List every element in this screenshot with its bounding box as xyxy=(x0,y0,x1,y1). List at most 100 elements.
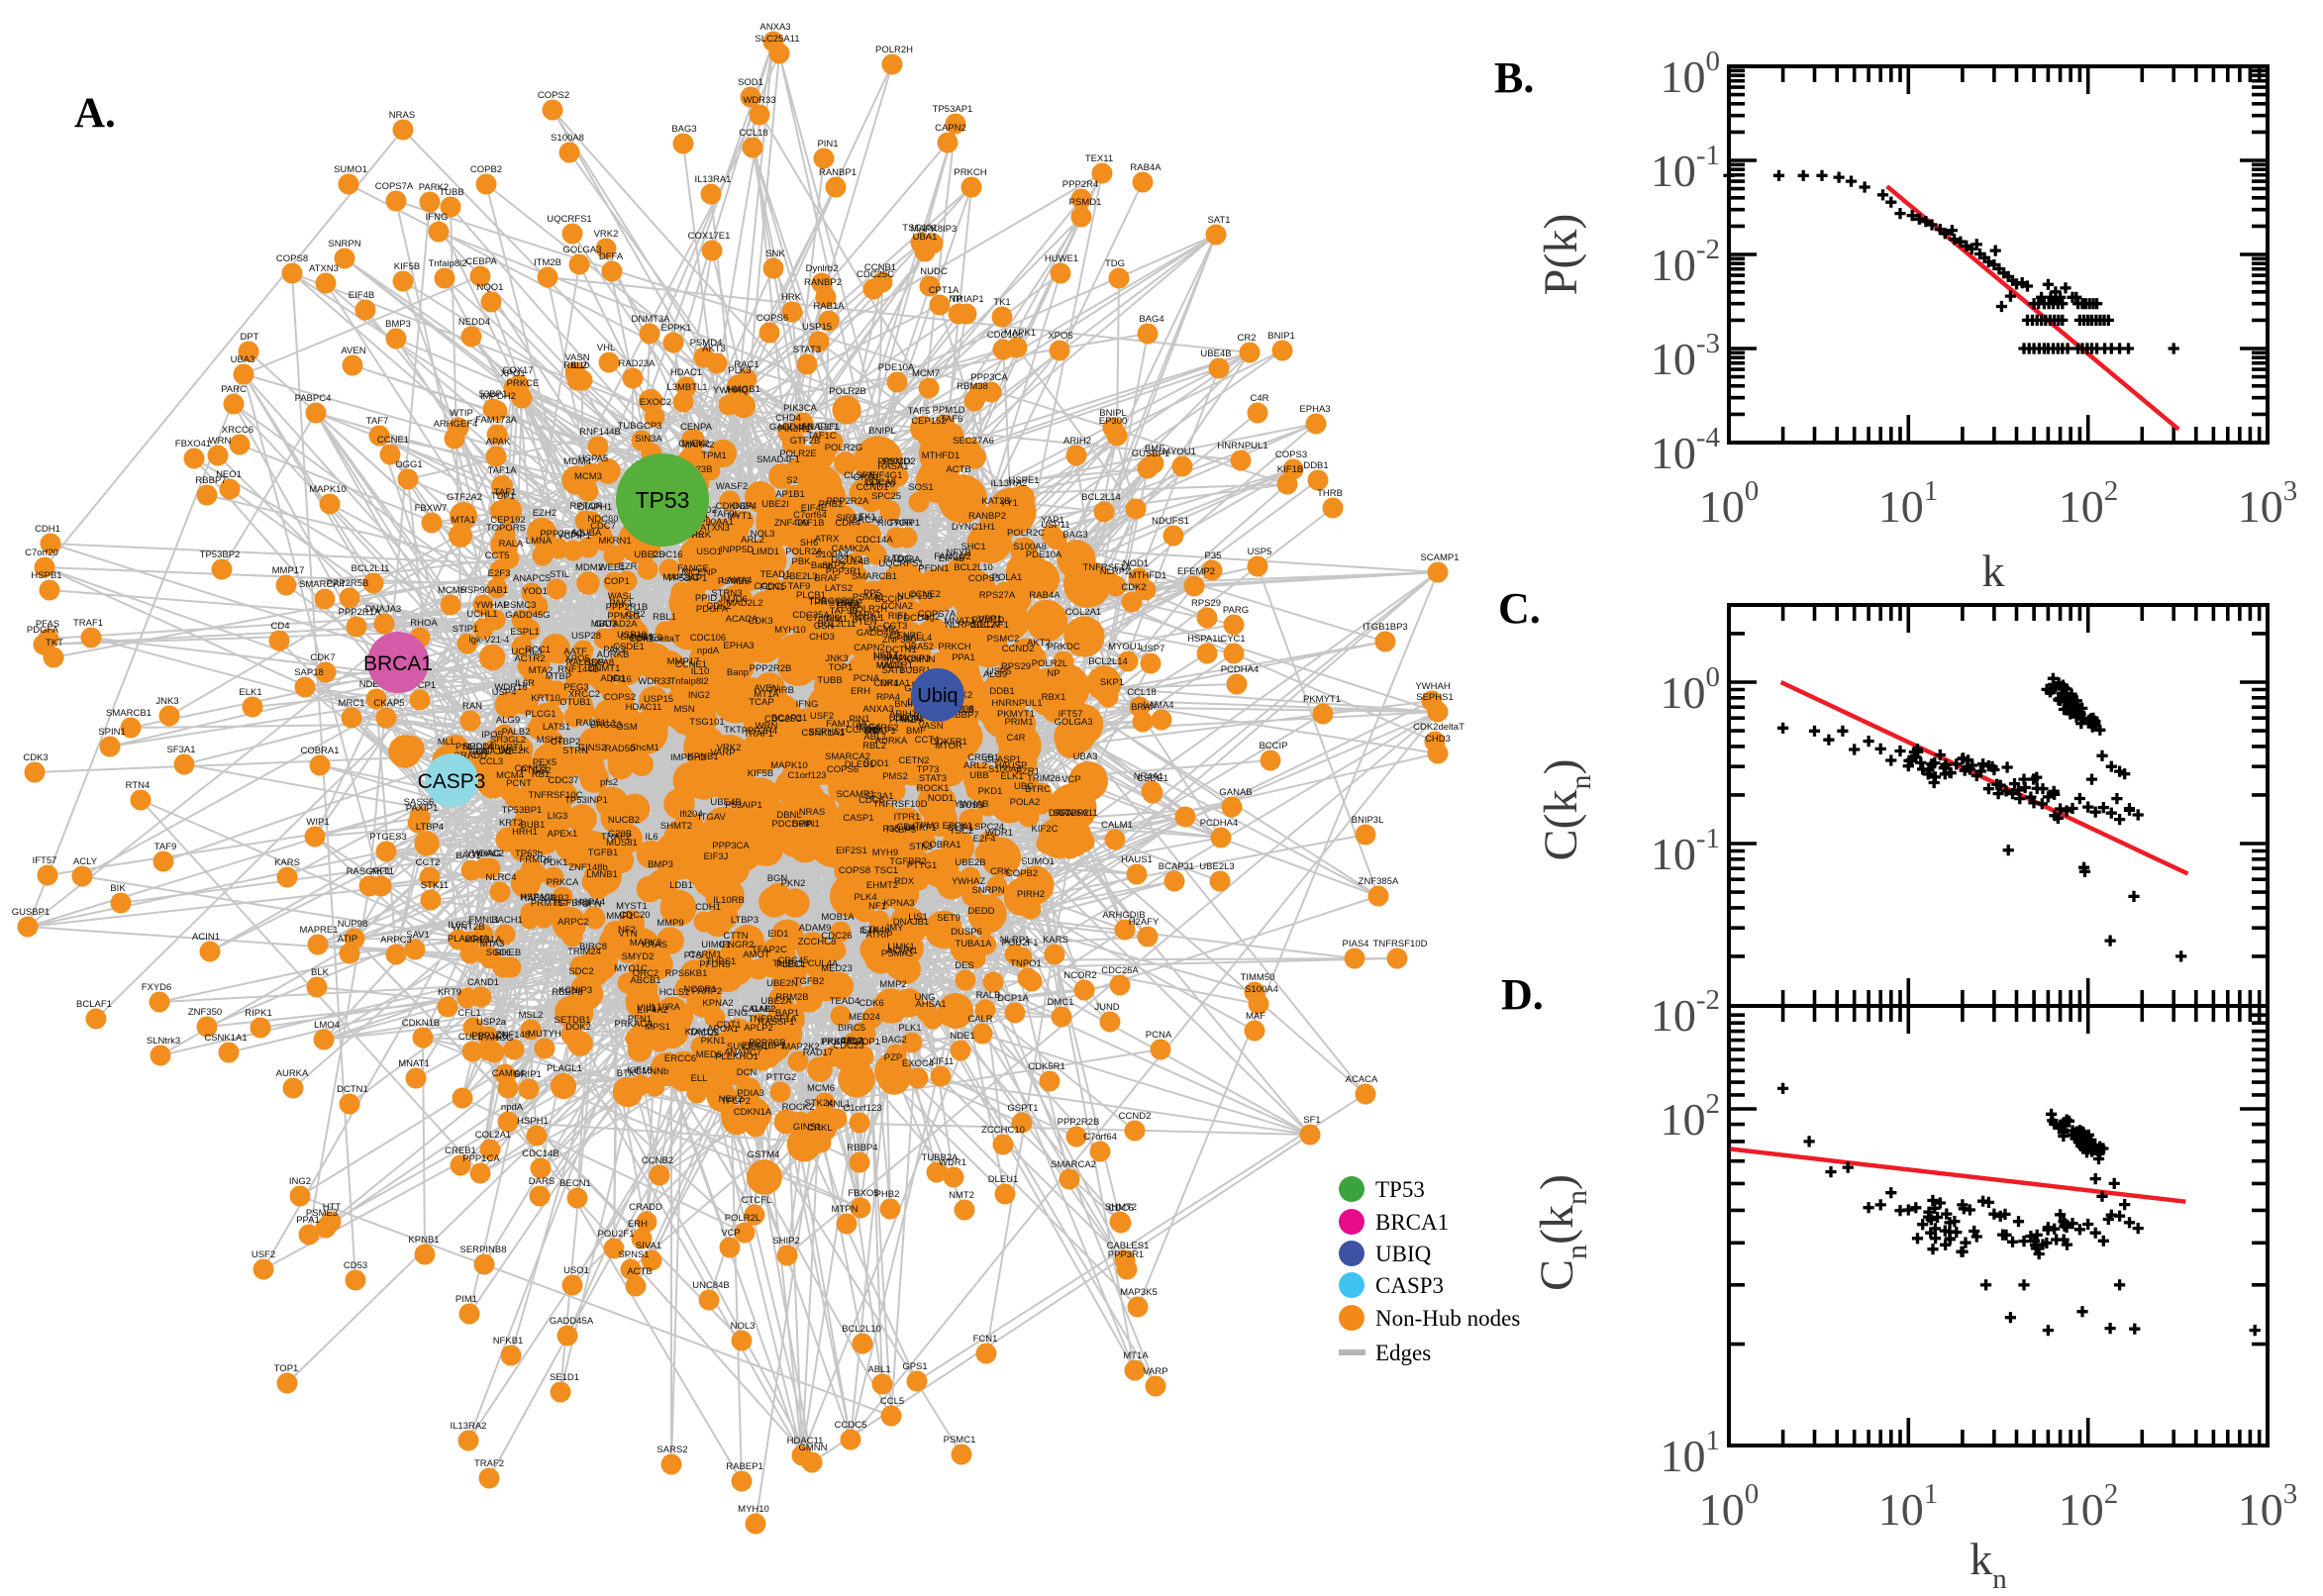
svg-text:COPS6: COPS6 xyxy=(827,764,858,775)
svg-text:WRN: WRN xyxy=(756,721,778,732)
svg-text:COBRA1: COBRA1 xyxy=(922,840,960,850)
svg-text:TRAF2: TRAF2 xyxy=(474,1458,504,1469)
svg-text:CEP192: CEP192 xyxy=(490,515,525,526)
svg-text:TUBG1: TUBG1 xyxy=(772,958,804,969)
svg-text:BTK: BTK xyxy=(617,1068,636,1079)
svg-text:CHD4: CHD4 xyxy=(775,413,801,424)
svg-text:TGFBR2: TGFBR2 xyxy=(889,856,926,867)
svg-text:TP53: TP53 xyxy=(636,487,690,513)
svg-text:HSPE1: HSPE1 xyxy=(1008,475,1039,486)
svg-text:CDC23: CDC23 xyxy=(833,1041,863,1051)
svg-text:RAD51L1: RAD51L1 xyxy=(575,718,616,729)
svg-text:PRKACA: PRKACA xyxy=(614,1019,654,1030)
svg-text:MED24: MED24 xyxy=(849,1012,880,1023)
svg-text:NOD1: NOD1 xyxy=(1123,558,1149,569)
svg-text:FKBP5: FKBP5 xyxy=(886,825,916,836)
svg-text:CCNA2: CCNA2 xyxy=(881,601,913,612)
svg-text:XPO1: XPO1 xyxy=(500,368,525,379)
svg-text:TAF5: TAF5 xyxy=(908,406,931,417)
svg-text:MMP1: MMP1 xyxy=(606,911,633,922)
svg-text:XPO5: XPO5 xyxy=(564,653,589,664)
svg-text:TPM3: TPM3 xyxy=(914,821,939,832)
svg-text:BAG4: BAG4 xyxy=(856,722,880,733)
svg-text:HRK: HRK xyxy=(691,530,712,541)
svg-text:RPS27A: RPS27A xyxy=(979,590,1016,601)
svg-text:BUB1: BUB1 xyxy=(521,820,546,831)
svg-text:TGFBR3: TGFBR3 xyxy=(553,898,589,909)
svg-text:TRIM28: TRIM28 xyxy=(1027,773,1060,784)
svg-text:KIF5B: KIF5B xyxy=(748,768,773,779)
svg-text:PSMA1: PSMA1 xyxy=(853,592,884,603)
svg-text:BCL2L14: BCL2L14 xyxy=(1088,656,1128,667)
svg-text:RBL1: RBL1 xyxy=(653,612,676,623)
svg-text:PRKDC: PRKDC xyxy=(1047,642,1079,652)
svg-text:KPNB1: KPNB1 xyxy=(408,1235,439,1246)
svg-text:RPS29: RPS29 xyxy=(1191,598,1221,609)
svg-text:SIRT1: SIRT1 xyxy=(837,513,863,524)
svg-text:GTF2A2: GTF2A2 xyxy=(447,492,482,503)
svg-text:CTCFL: CTCFL xyxy=(742,1195,772,1206)
svg-text:BAG3: BAG3 xyxy=(1062,530,1087,541)
svg-text:BRCA1: BRCA1 xyxy=(363,652,433,675)
svg-text:BRAF: BRAF xyxy=(814,573,840,584)
svg-text:DBF4: DBF4 xyxy=(733,501,757,512)
svg-text:WDR1: WDR1 xyxy=(939,1157,966,1168)
svg-text:UNC84B: UNC84B xyxy=(692,1280,730,1291)
svg-text:SARS2: SARS2 xyxy=(656,1445,687,1455)
svg-text:PLK4: PLK4 xyxy=(854,892,876,903)
svg-text:USP7: USP7 xyxy=(1141,644,1165,654)
svg-text:E2F4: E2F4 xyxy=(973,834,996,845)
svg-text:KARS: KARS xyxy=(1043,935,1068,946)
svg-text:IL10RA: IL10RA xyxy=(649,1002,680,1013)
svg-text:FMNL1: FMNL1 xyxy=(468,915,499,926)
svg-text:C7orf64: C7orf64 xyxy=(793,510,827,521)
svg-text:ACACA: ACACA xyxy=(726,614,758,625)
svg-text:MNAT1: MNAT1 xyxy=(944,616,975,627)
svg-text:PPP3R1: PPP3R1 xyxy=(1108,1249,1144,1260)
svg-text:CTTN: CTTN xyxy=(723,931,748,942)
svg-text:PRMT5: PRMT5 xyxy=(531,898,562,909)
svg-text:DCTN1: DCTN1 xyxy=(885,645,917,655)
svg-text:BECN1: BECN1 xyxy=(559,1178,591,1189)
svg-text:SH6: SH6 xyxy=(800,538,818,549)
svg-text:TAF9L: TAF9L xyxy=(712,509,740,520)
svg-text:PDCD4: PDCD4 xyxy=(897,613,929,624)
svg-text:SNK: SNK xyxy=(863,726,883,737)
svg-text:BRIP1: BRIP1 xyxy=(514,1069,541,1080)
svg-text:GMNNb: GMNNb xyxy=(635,1066,668,1077)
svg-text:BNIPL: BNIPL xyxy=(1099,408,1126,419)
svg-text:PARK2: PARK2 xyxy=(419,182,449,193)
svg-text:STRN3: STRN3 xyxy=(711,588,742,599)
svg-text:ROCK2: ROCK2 xyxy=(782,1102,815,1113)
svg-text:UBE2S: UBE2S xyxy=(634,549,664,560)
svg-text:HAUSP: HAUSP xyxy=(995,760,1028,771)
svg-text:APEX1: APEX1 xyxy=(548,829,578,840)
svg-text:NR4A1: NR4A1 xyxy=(1134,771,1164,782)
svg-text:MDM2: MDM2 xyxy=(575,562,603,573)
svg-text:BAG4: BAG4 xyxy=(1139,314,1163,325)
svg-text:RASSF1: RASSF1 xyxy=(758,1017,795,1028)
svg-text:CDK2: CDK2 xyxy=(706,601,731,612)
svg-text:CLIP1: CLIP1 xyxy=(948,823,973,834)
svg-text:MMP2: MMP2 xyxy=(879,979,906,990)
svg-text:USO1: USO1 xyxy=(563,1265,589,1276)
svg-text:MOB1A: MOB1A xyxy=(821,912,855,923)
svg-text:MAPK8IP3: MAPK8IP3 xyxy=(884,653,930,664)
svg-text:SALL4: SALL4 xyxy=(904,633,933,644)
svg-text:SERPINB8: SERPINB8 xyxy=(460,1245,507,1255)
svg-text:EIF4EBP1: EIF4EBP1 xyxy=(742,1041,785,1051)
svg-text:IPO5: IPO5 xyxy=(481,730,503,741)
svg-text:ATXN3: ATXN3 xyxy=(700,523,730,534)
svg-text:CDK1: CDK1 xyxy=(873,678,898,689)
svg-text:PHB2: PHB2 xyxy=(875,1189,900,1200)
svg-text:MCM4: MCM4 xyxy=(496,770,524,781)
svg-text:ARL2: ARL2 xyxy=(741,535,764,546)
svg-text:Banp: Banp xyxy=(811,560,833,571)
svg-text:Tnfaip8l2: Tnfaip8l2 xyxy=(669,676,708,687)
svg-text:DNAJA3: DNAJA3 xyxy=(365,604,401,615)
svg-text:CCDC5: CCDC5 xyxy=(755,581,787,592)
svg-text:RAD23A: RAD23A xyxy=(884,554,922,565)
svg-text:TNFRSF10D: TNFRSF10D xyxy=(1373,939,1428,949)
svg-text:BCL2L14: BCL2L14 xyxy=(1081,492,1121,503)
svg-text:TGFB1: TGFB1 xyxy=(588,848,619,858)
